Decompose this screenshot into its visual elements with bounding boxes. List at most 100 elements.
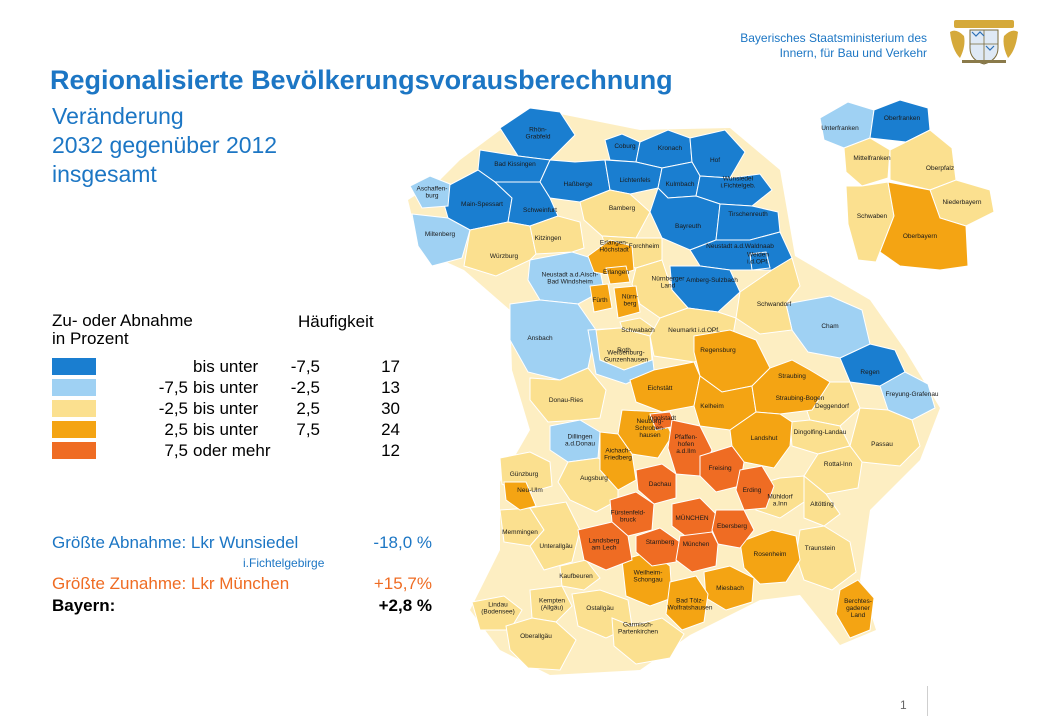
district-miltenberg: [411, 213, 471, 267]
district-polygons: [408, 107, 940, 675]
legend-count: 24: [381, 420, 400, 439]
district-label-bad-toelz-wolfratshausen: Bad Tölz-Wolfratshausen: [667, 598, 712, 612]
district-label-nuernberg: Nürn-berg: [622, 294, 638, 308]
legend: bis unter -7,5 17 -7,5 bis unter -2,5 13…: [52, 356, 400, 461]
district-weiden-i-d-opf: [749, 251, 771, 271]
district-bamberg: [579, 189, 651, 239]
legend-range-word: bis unter: [193, 378, 259, 397]
district-label-forchheim: Forchheim: [629, 243, 660, 250]
district-label-bayreuth: Bayreuth: [675, 223, 701, 230]
district-label-straubing: Straubing: [778, 373, 806, 380]
legend-to: 7,5: [296, 420, 320, 439]
largest-decrease-value: -18,0 %: [373, 533, 432, 552]
district-label-aichach-friedberg: Aichach-Friedberg: [604, 448, 632, 462]
district-label-schwabach: Schwabach: [621, 327, 655, 334]
district-label-traunstein: Traunstein: [805, 545, 836, 552]
district-label-eichstaett: Eichstätt: [648, 385, 673, 392]
legend-row: -7,5 bis unter -2,5 13: [52, 377, 400, 398]
ministry-line-2: Innern, für Bau und Verkehr: [779, 46, 927, 60]
district-label-memmingen: Memmingen: [502, 529, 538, 536]
legend-count-heading: Häufigkeit: [298, 312, 374, 331]
legend-from: 7,5: [164, 441, 188, 460]
legend-count: 12: [381, 441, 400, 460]
ministry-name: Bayerisches Staatsministerium des Innern…: [690, 31, 927, 61]
legend-range-word: bis unter: [193, 420, 259, 439]
district-label-neustadt-a-d-aisch-bad-windsheim: Neustadt a.d.Aisch-Bad Windsheim: [542, 272, 599, 286]
district-label-rosenheim: Rosenheim: [754, 551, 787, 558]
footer-divider: [927, 686, 928, 716]
district-label-dachau: Dachau: [649, 481, 672, 488]
district-neustadt-a-d-aisch-bad-windsheim: [527, 251, 605, 305]
district-nuernberg: [613, 285, 641, 319]
district-garmisch-partenkirchen: [611, 617, 685, 665]
legend-to: 2,5: [296, 399, 320, 418]
district-label-amberg-sulzbach: Amberg-Sulzbach: [686, 277, 738, 284]
district-label-aschaffenburg: Aschaffen-burg: [417, 186, 448, 200]
district-label-wuerzburg: Würzburg: [490, 253, 519, 260]
largest-increase-label: Größte Zunahme: Lkr München: [52, 574, 290, 593]
legend-from: -2,5: [158, 399, 188, 418]
district-label-erlangen: Erlangen: [603, 269, 629, 276]
district-label-nuernberger-land: Nürnberger Land: [652, 276, 686, 290]
district-label-neumarkt-i-d-opf: Neumarkt i.d.OPf.: [668, 327, 720, 334]
region-label-oberpfalz: Oberpfalz: [926, 165, 954, 172]
district-label-oberallgaeu: Oberallgäu: [520, 633, 552, 640]
region-label-niederbayern: Niederbayern: [942, 199, 981, 206]
district-label-fuerstenfeldbruck: Fürstenfeld-bruck: [611, 510, 646, 524]
legend-swatch: [52, 379, 96, 396]
district-kitzingen: [529, 215, 585, 255]
district-label-altoetting: Altötting: [810, 501, 834, 508]
district-label-ansbach: Ansbach: [527, 335, 553, 342]
district-label-tirschenreuth: Tirschenreuth: [728, 211, 768, 218]
district-label-hof: Hof: [710, 157, 720, 164]
district-label-garmisch-partenkirchen: Garmisch-Partenkirchen: [618, 622, 658, 636]
legend-row: bis unter -7,5 17: [52, 356, 400, 377]
district-label-cham: Cham: [821, 323, 838, 330]
district-landsberg-am-lech: [577, 521, 633, 571]
district-label-weilheim-schongau: Weilheim-Schongau: [633, 570, 663, 584]
legend-count: 13: [381, 378, 400, 397]
district-label-muenchen: MÜNCHEN: [675, 514, 709, 522]
region-label-unterfranken: Unterfranken: [821, 125, 859, 132]
district-label-lichtenfels: Lichtenfels: [619, 177, 651, 184]
district-label-donau-ries: Donau-Ries: [549, 397, 584, 404]
largest-decrease-label: Größte Abnahme: Lkr Wunsiedel: [52, 533, 299, 552]
district-label-fuerth: Fürth: [592, 297, 608, 304]
district-label-kaufbeuren: Kaufbeuren: [559, 573, 593, 580]
district-label-kelheim: Kelheim: [700, 403, 723, 410]
district-starnberg: [635, 527, 681, 567]
district-berchtesgadener-land: [835, 579, 875, 639]
legend-range-word: bis unter: [193, 357, 259, 376]
district-label-muehldorf-a-inn: Mühldorf a.Inn: [767, 494, 792, 508]
legend-heading-line-1: Zu- oder Abnahme: [52, 311, 193, 330]
district-label-ingolstadt: Ingolstadt: [648, 415, 676, 422]
page-number: 1: [900, 698, 907, 712]
district-label-schweinfurt: Schweinfurt: [523, 207, 557, 214]
district-labels: Rhön-Grabfeld Bad Kissingen Coburg Kronach H…: [417, 127, 939, 641]
legend-to: -2,5: [290, 378, 320, 397]
district-kempten-allgaeu: [529, 585, 573, 623]
largest-increase-value: +15,7%: [373, 574, 432, 593]
district-label-kempten-allgaeu: Kempten (Allgäu): [539, 598, 565, 612]
region-label-schwaben: Schwaben: [857, 213, 888, 220]
district-aichach-friedberg: [599, 431, 637, 491]
legend-swatch: [52, 421, 96, 438]
district-label-landsberg-am-lech: Landsberg am Lech: [589, 538, 620, 552]
legend-to: -7,5: [290, 357, 320, 376]
district-label-deggendorf: Deggendorf: [815, 403, 849, 410]
district-label-roth: Roth: [617, 347, 631, 354]
largest-decrease-note: i.Fichtelgebirge: [243, 556, 325, 570]
district-dachau: [635, 463, 677, 505]
subtitle-line-3: insgesamt: [52, 161, 157, 187]
district-label-berchtesgadener-land: Berchtes-gadener Land: [844, 598, 872, 619]
district-label-rhoen-grabfeld: Rhön-Grabfeld: [526, 127, 551, 141]
district-label-neu-ulm: Neu-Ulm: [517, 487, 543, 494]
legend-heading-line-2: in Prozent: [52, 329, 129, 348]
district-neu-ulm: [503, 481, 537, 511]
district-label-rottal-inn: Rottal-Inn: [824, 461, 853, 468]
region-oberbayern: [879, 181, 969, 271]
district-rosenheim: [739, 529, 801, 585]
district-bad-toelz-wolfratshausen: [665, 575, 709, 631]
bavaria-label: Bayern:: [52, 596, 116, 615]
district-label-wunsiedel-i-fichtelgeb: Wunsiedel i.Fichtelgeb.: [720, 176, 755, 190]
